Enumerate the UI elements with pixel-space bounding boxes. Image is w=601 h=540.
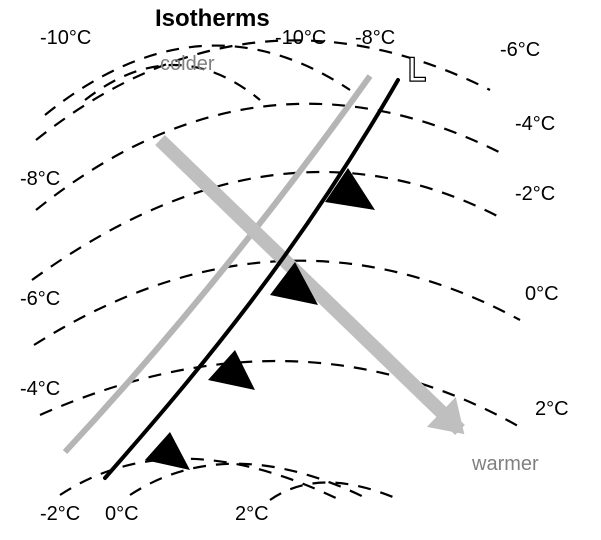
isotherm-label: -10°C bbox=[40, 27, 91, 49]
isotherm-label: -6°C bbox=[20, 288, 60, 310]
isotherm-label: -8°C bbox=[355, 27, 395, 49]
isotherm-label: -2°C bbox=[515, 183, 555, 205]
isotherm-label: -10°C bbox=[275, 27, 326, 49]
isotherm-label: 0°C bbox=[105, 503, 139, 525]
low-pressure-symbol: L bbox=[408, 52, 426, 88]
isotherm-label: 2°C bbox=[235, 503, 269, 525]
isotherm-label: -2°C bbox=[40, 503, 80, 525]
isotherm-label: 2°C bbox=[535, 398, 569, 420]
region-label-colder: colder bbox=[160, 53, 215, 75]
region-label-warmer: warmer bbox=[471, 453, 539, 475]
isotherm-label: 0°C bbox=[525, 283, 559, 305]
diagram-title: Isotherms bbox=[155, 5, 270, 32]
isotherm-label: -4°C bbox=[515, 113, 555, 135]
isotherm-label: -6°C bbox=[500, 39, 540, 61]
isotherm-label: -8°C bbox=[20, 168, 60, 190]
isotherm-label: -4°C bbox=[20, 378, 60, 400]
